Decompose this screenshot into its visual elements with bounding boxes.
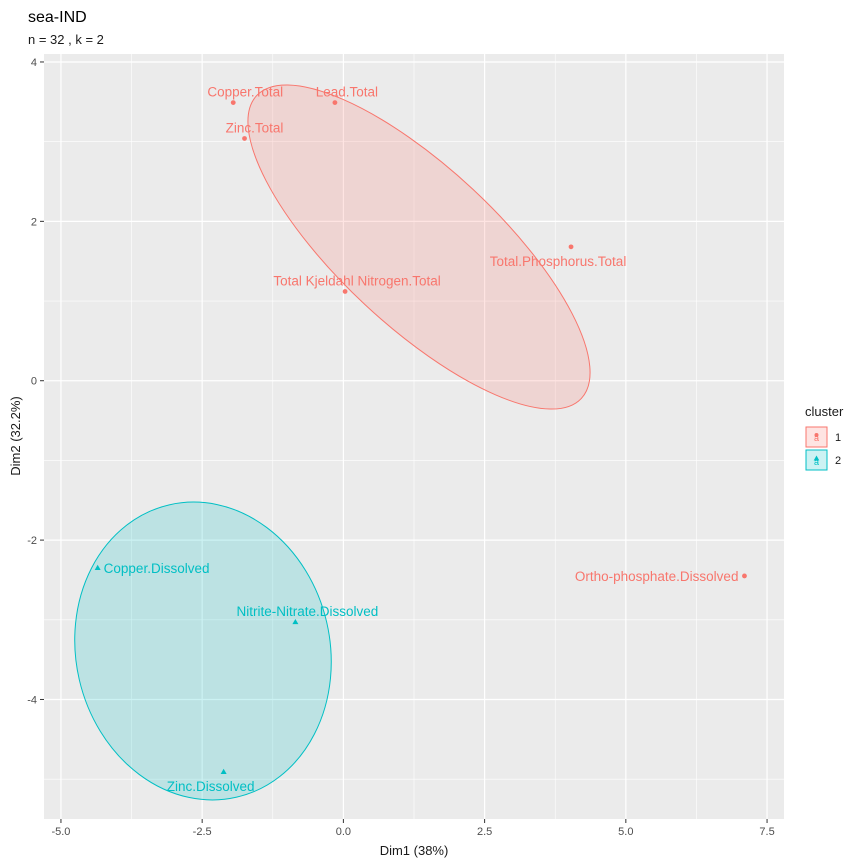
y-axis-ticks: -4 -2 0 2 4: [27, 57, 44, 706]
legend-entry-1: a 1: [805, 426, 841, 448]
cluster-1-ellipse: [247, 84, 591, 410]
point-label: Total Kjeldahl Nitrogen.Total: [273, 273, 440, 288]
legend-key-2-point: [813, 455, 820, 461]
legend-label-1: 1: [835, 432, 841, 444]
legend-label-2: 2: [835, 455, 841, 467]
data-point: [342, 289, 348, 294]
point-label: Copper.Total: [207, 85, 283, 100]
y-tick-label: 4: [31, 57, 37, 69]
point-label: Nitrite-Nitrate.Dissolved: [236, 604, 378, 619]
data-point: [220, 768, 227, 774]
chart-subtitle: n = 32 , k = 2: [28, 32, 104, 47]
point-label: Zinc.Total: [226, 120, 284, 135]
y-tick-label: -4: [27, 694, 37, 706]
data-point: [568, 244, 574, 250]
y-axis-title: Dim2 (32.2%): [8, 396, 23, 475]
y-tick-label: 0: [31, 376, 37, 388]
grid-lines: [44, 54, 784, 819]
y-tick-label: 2: [31, 216, 37, 228]
data-point: [230, 100, 236, 106]
data-points: [94, 100, 747, 774]
data-point: [742, 573, 747, 579]
data-point: [94, 564, 101, 570]
legend-title: cluster: [805, 404, 844, 419]
chart-title: sea-IND: [28, 9, 87, 26]
cluster-2-ellipse: [74, 501, 332, 801]
legend-entry-2: a 2: [805, 449, 841, 471]
point-label: Copper.Dissolved: [104, 561, 210, 576]
cluster-ellipses: [74, 84, 591, 801]
legend-key-1-glyph: a: [814, 433, 819, 443]
x-tick-label: 5.0: [618, 826, 633, 838]
point-label: Lead.Total: [316, 85, 378, 100]
data-point: [292, 618, 299, 625]
point-labels: Copper.Total Lead.Total Zinc.Total Total.Ph…: [104, 85, 739, 794]
point-label: Ortho-phosphate.Dissolved: [575, 569, 739, 584]
data-point: [332, 100, 338, 106]
x-tick-label: 2.5: [477, 826, 492, 838]
legend-key-2-glyph: a: [814, 457, 819, 467]
x-axis-title: Dim1 (38%): [380, 843, 449, 858]
y-tick-label: -2: [27, 535, 37, 547]
point-label: Total.Phosphorus.Total: [490, 254, 627, 269]
x-tick-label: -2.5: [193, 826, 212, 838]
x-axis-ticks: -5.0 -2.5 0.0 2.5 5.0 7.5: [51, 819, 775, 838]
legend: cluster a 1 a 2: [805, 404, 844, 471]
legend-key-1-point: [814, 433, 819, 437]
data-point: [242, 136, 247, 141]
x-tick-label: 7.5: [759, 826, 774, 838]
point-label: Zinc.Dissolved: [167, 779, 255, 794]
x-tick-label: 0.0: [336, 826, 351, 838]
x-tick-label: -5.0: [51, 826, 70, 838]
